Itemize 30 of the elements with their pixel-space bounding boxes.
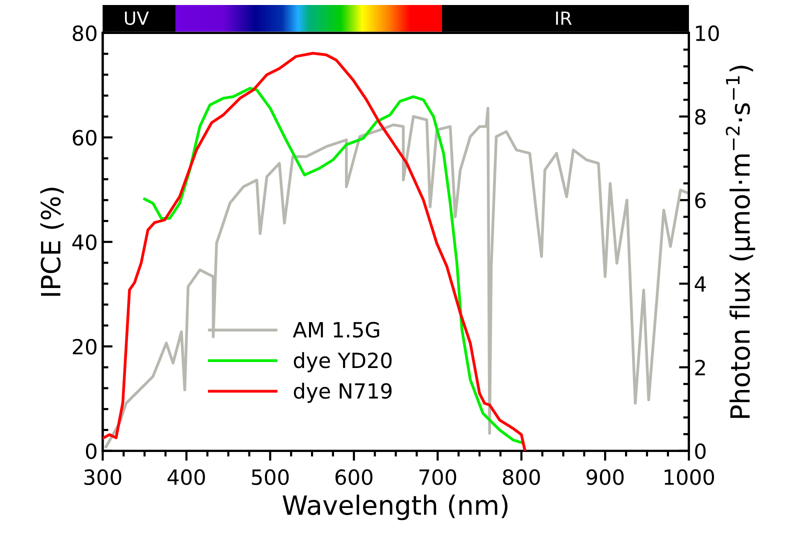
y2-tick-label: 0 — [695, 443, 706, 460]
y-tick-label: 0 — [86, 443, 96, 460]
y2-tick-label: 8 — [695, 108, 706, 125]
y-tick-label: 40 — [72, 234, 96, 250]
y-tick-label: 80 — [72, 25, 96, 42]
x-tick-label: 300 — [84, 469, 122, 486]
y-tick-label: 60 — [72, 130, 96, 146]
text: UV — [124, 12, 149, 25]
y2-tick-label: 6 — [695, 192, 706, 208]
line-series — [143, 86, 524, 444]
x-tick-label: 700 — [419, 469, 456, 486]
legend-label: dye YD20 — [294, 352, 392, 372]
x-tick-label: 400 — [168, 469, 205, 486]
y2-axis-title: Photon flux (μmol·m$^{−2}$·s$^{−1}$) — [726, 66, 756, 418]
y2-tick-label: 2 — [695, 360, 705, 376]
y2-tick-label: 10 — [696, 25, 719, 42]
y-axis-title: IPCE (%) — [40, 188, 64, 296]
text: IR — [556, 12, 572, 25]
y-tick-label: 20 — [72, 338, 96, 355]
x-tick-label: 1000 — [664, 469, 714, 486]
y2-tick-label: 4 — [694, 276, 706, 292]
x-tick-label: 800 — [502, 469, 540, 486]
x-tick-label: 600 — [335, 469, 372, 486]
line-series — [102, 52, 526, 451]
x-tick-label: 500 — [252, 469, 289, 486]
x-axis-title: Wavelength (nm) — [282, 494, 508, 520]
line-series — [104, 106, 689, 448]
legend-label: AM 1.5G — [292, 322, 380, 338]
legend-label: dye N719 — [294, 382, 392, 403]
x-tick-label: 900 — [586, 469, 624, 486]
